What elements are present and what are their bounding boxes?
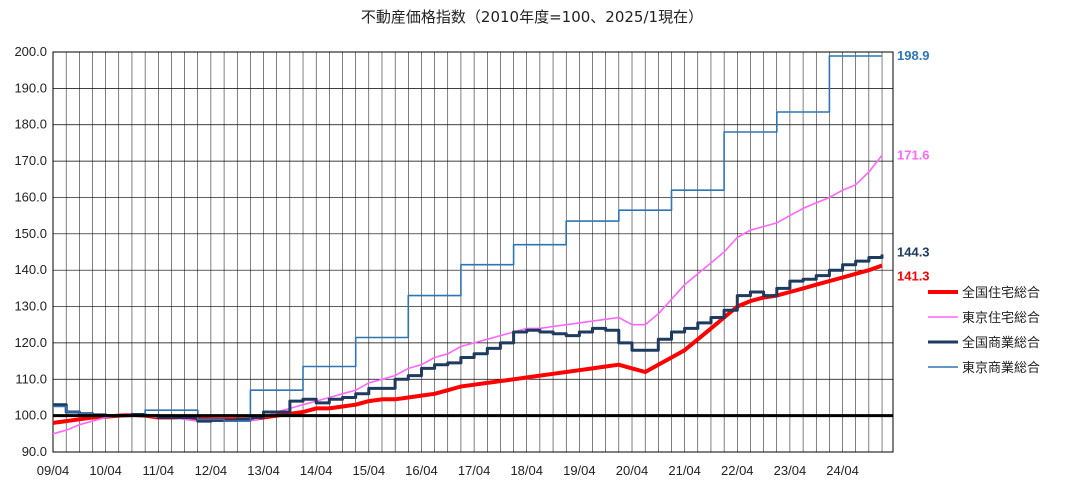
legend-label: 全国商業総合 bbox=[962, 335, 1040, 351]
x-tick-label: 16/04 bbox=[405, 463, 438, 478]
end-value-label: 171.6 bbox=[897, 147, 930, 162]
x-tick-label: 22/04 bbox=[721, 463, 754, 478]
x-tick-label: 17/04 bbox=[458, 463, 491, 478]
y-tick-label: 130.0 bbox=[14, 299, 47, 314]
x-tick-label: 15/04 bbox=[353, 463, 386, 478]
x-tick-label: 10/04 bbox=[89, 463, 122, 478]
end-labels: 141.3 171.6 144.3 198.9 bbox=[897, 48, 930, 283]
y-tick-label: 120.0 bbox=[14, 335, 47, 350]
x-tick-label: 24/04 bbox=[826, 463, 859, 478]
end-value-label: 198.9 bbox=[897, 48, 930, 63]
x-tick-label: 12/04 bbox=[195, 463, 228, 478]
x-tick-label: 11/04 bbox=[142, 463, 174, 478]
x-tick-label: 20/04 bbox=[616, 463, 649, 478]
grid bbox=[52, 51, 894, 453]
x-tick-label: 18/04 bbox=[510, 463, 543, 478]
y-tick-label: 200.0 bbox=[14, 44, 47, 59]
end-value-label: 144.3 bbox=[897, 245, 930, 260]
x-tick-label: 19/04 bbox=[563, 463, 596, 478]
x-tick-label: 21/04 bbox=[668, 463, 701, 478]
y-tick-label: 90.0 bbox=[22, 444, 47, 459]
legend-label: 東京商業総合 bbox=[962, 360, 1040, 376]
y-tick-label: 160.0 bbox=[14, 189, 47, 204]
y-tick-label: 110.0 bbox=[15, 371, 47, 386]
y-tick-label: 140.0 bbox=[14, 262, 47, 277]
y-tick-label: 180.0 bbox=[14, 117, 47, 132]
y-tick-label: 150.0 bbox=[14, 226, 47, 241]
x-tick-label: 23/04 bbox=[774, 463, 807, 478]
y-tick-label: 100.0 bbox=[14, 408, 47, 423]
x-tick-label: 13/04 bbox=[247, 463, 280, 478]
legend-label: 東京住宅総合 bbox=[962, 310, 1040, 326]
legend-label: 全国住宅総合 bbox=[962, 285, 1040, 301]
x-tick-label: 14/04 bbox=[300, 463, 333, 478]
series-line bbox=[53, 254, 884, 423]
axes: 90.0 100.0 110.0 120.0 130.0 140.0 150.0 160.0 1… bbox=[14, 44, 893, 478]
end-value-label: 141.3 bbox=[897, 268, 930, 283]
y-tick-label: 190.0 bbox=[14, 80, 47, 95]
y-tick-label: 170.0 bbox=[14, 153, 47, 168]
chart-title: 不動産価格指数（2010年度=100、2025/1現在） bbox=[361, 8, 703, 26]
x-tick-label: 09/04 bbox=[37, 463, 70, 478]
plot-area bbox=[52, 51, 894, 453]
series-line bbox=[52, 154, 883, 435]
